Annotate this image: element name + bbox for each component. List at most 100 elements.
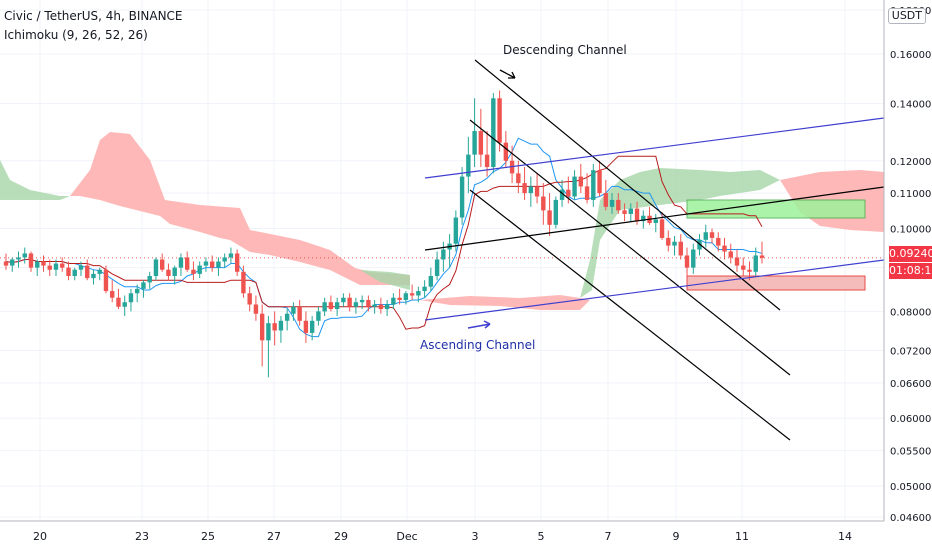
candle-body — [409, 293, 415, 296]
candle-body — [197, 265, 202, 274]
candle — [28, 251, 34, 272]
x-tick-label: 7 — [605, 530, 612, 543]
candle — [222, 253, 227, 268]
candle — [647, 206, 652, 225]
y-tick-label: 0.05500 — [890, 447, 931, 458]
candle — [578, 163, 584, 194]
candle-body — [541, 196, 546, 211]
y-tick-label: 0.08000 — [890, 307, 931, 318]
candle-body — [153, 259, 159, 276]
candle-body — [309, 320, 315, 333]
candle — [572, 170, 577, 200]
candle — [353, 297, 359, 314]
candle-body — [141, 282, 146, 289]
candle-body — [547, 210, 552, 225]
y-tick-label: 0.14000 — [890, 100, 931, 111]
candle — [653, 213, 658, 233]
candle — [628, 203, 633, 222]
candle-body — [253, 304, 259, 314]
cloud-bear-area — [420, 295, 590, 310]
candle — [147, 271, 152, 289]
candle-body — [653, 219, 658, 223]
candle-body — [478, 131, 484, 155]
candle-body — [603, 193, 609, 207]
candle — [428, 267, 434, 292]
candle — [447, 234, 452, 268]
candle-body — [259, 313, 265, 341]
candle — [741, 257, 746, 276]
candle — [35, 259, 40, 276]
candle — [541, 183, 546, 225]
candle — [85, 259, 90, 281]
candle — [584, 173, 590, 204]
candle — [122, 295, 127, 317]
candle — [128, 288, 134, 312]
candle — [734, 249, 740, 272]
candle-body — [78, 265, 84, 270]
y-tick-label: 0.07200 — [890, 347, 931, 358]
descending-arrow-icon — [499, 69, 516, 79]
chart-title: Civic / TetherUS, 4h, BINANCE — [4, 9, 183, 23]
currency-unit-label[interactable]: USDT — [887, 8, 926, 24]
candle-body — [678, 241, 683, 256]
candle — [247, 286, 252, 312]
y-tick-label: 0.10000 — [890, 225, 931, 236]
candle-body — [241, 271, 246, 294]
indicator-legend[interactable]: Ichimoku (9, 26, 52, 26) — [4, 28, 148, 42]
x-tick-label: 23 — [135, 530, 149, 543]
candle — [553, 196, 559, 229]
candle-body — [66, 267, 71, 276]
bar-countdown-tag: 01:08:10 — [889, 263, 932, 279]
candle — [347, 293, 352, 312]
ascending-channel-lower — [424, 259, 885, 321]
candle — [409, 284, 415, 300]
candle-body — [659, 219, 665, 238]
cloud-bull-area — [0, 160, 70, 200]
descending-channel-lower — [469, 189, 791, 441]
candle-body — [459, 176, 465, 218]
candle-body — [528, 186, 534, 194]
candle — [297, 299, 302, 326]
candle — [278, 316, 284, 343]
candle — [184, 251, 190, 272]
candle — [522, 167, 527, 200]
candle — [141, 280, 146, 298]
candle-body — [10, 259, 15, 266]
candle — [534, 173, 540, 204]
candle — [322, 297, 327, 317]
y-tick-label: 0.12000 — [890, 157, 931, 168]
candle-body — [434, 259, 440, 276]
candle-body — [684, 255, 690, 268]
candle — [78, 261, 84, 276]
candle — [159, 253, 165, 272]
candle-body — [716, 237, 721, 246]
candle-body — [209, 261, 215, 268]
candle-body — [85, 265, 90, 279]
candle-body — [709, 232, 715, 238]
candle — [91, 269, 96, 285]
candle-body — [578, 176, 584, 187]
candle-body — [347, 297, 352, 307]
candle — [3, 253, 9, 270]
candle — [491, 93, 496, 174]
candle-body — [472, 131, 477, 155]
candle — [191, 261, 196, 281]
candle-body — [403, 293, 409, 300]
candle — [759, 241, 765, 264]
candle-body — [184, 257, 190, 270]
candle — [472, 98, 477, 168]
candle-body — [591, 170, 596, 200]
candle — [716, 232, 721, 252]
tenkan-sen-line — [5, 137, 763, 338]
candle — [672, 236, 677, 256]
candle — [703, 224, 708, 248]
candle — [309, 316, 315, 341]
candle — [753, 247, 758, 276]
candle-body — [441, 249, 446, 260]
candle-body — [128, 293, 134, 303]
candle-body — [641, 215, 646, 222]
candle-body — [497, 98, 502, 143]
candle-body — [116, 297, 121, 307]
candle-body — [234, 253, 240, 272]
